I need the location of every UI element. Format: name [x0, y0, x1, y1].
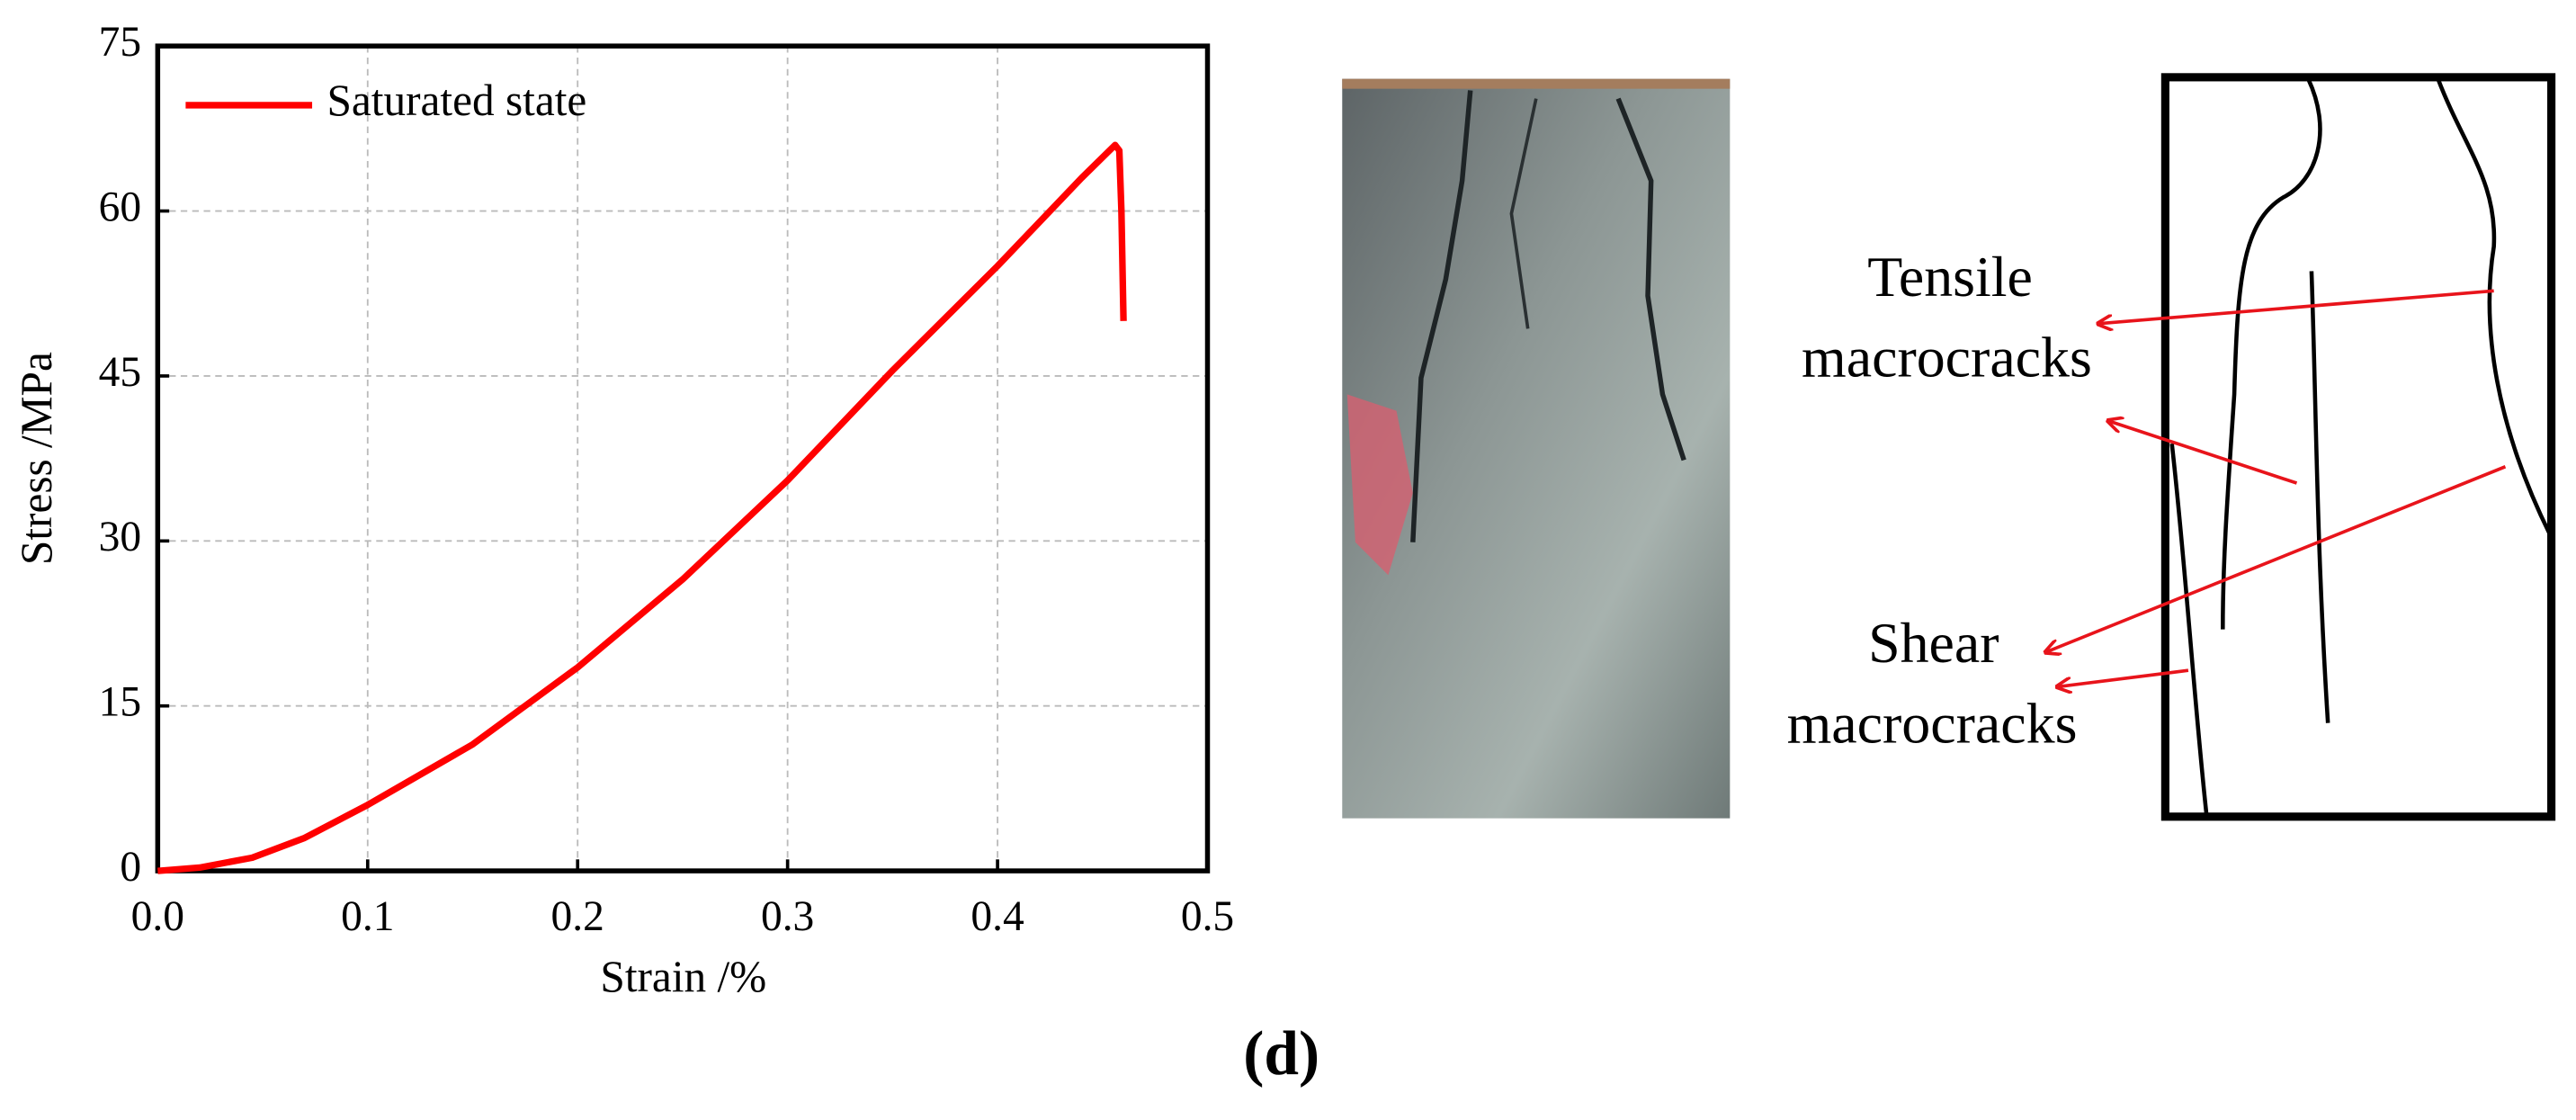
y-tick-label: 45: [99, 349, 141, 396]
y-tick-label: 30: [99, 514, 141, 560]
data-line: [157, 141, 1127, 874]
y-axis-label: Stress /MPa: [12, 352, 61, 565]
x-axis-label: Strain /%: [600, 952, 766, 1001]
specimen-photo: [1342, 78, 1731, 819]
x-tick-label: 0.5: [1181, 893, 1234, 940]
crack-sketch: [2160, 73, 2556, 821]
annotation: macrocracks: [1787, 692, 2078, 756]
x-tick-label: 0.4: [970, 893, 1024, 940]
annotation: macrocracks: [1802, 325, 2092, 389]
x-tick-label: 0.0: [131, 893, 184, 940]
panel-label: (d): [1243, 1019, 1319, 1089]
x-tick-label: 0.3: [761, 893, 814, 940]
legend-label: Saturated state: [326, 76, 586, 125]
y-tick-label: 60: [99, 184, 141, 230]
arrows: [2045, 289, 2507, 686]
y-tick-label: 75: [99, 19, 141, 66]
annotation: Shear: [1868, 611, 1999, 675]
annotation: Tensile: [1867, 245, 2033, 309]
plot-frame: [155, 43, 1211, 874]
x-tick-label: 0.1: [341, 893, 394, 940]
x-tick-label: 0.2: [551, 893, 604, 940]
y-tick-label: 15: [99, 679, 141, 726]
y-tick-label: 0: [120, 844, 141, 891]
